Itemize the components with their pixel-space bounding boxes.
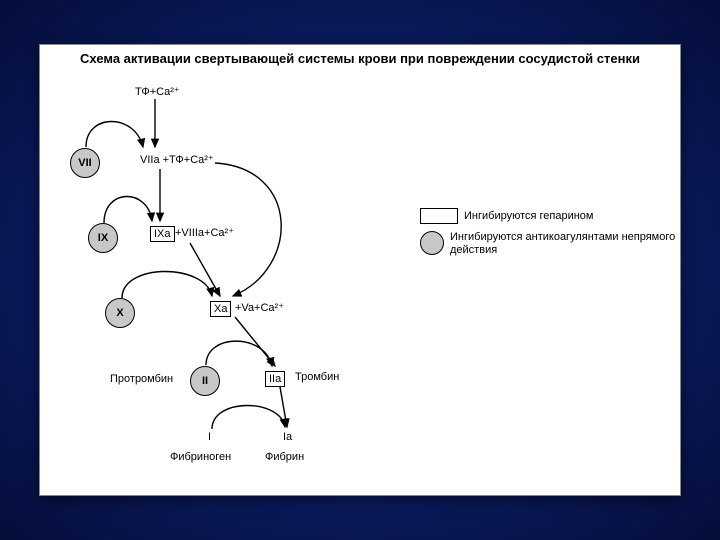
edge-ii-iia	[206, 341, 272, 366]
legend-circle-swatch	[420, 231, 444, 255]
edge-ixa-xa	[190, 243, 220, 296]
legend-anticoag-label: Ингибируются антикоагулянтами непрямого …	[450, 231, 680, 257]
node-i_lbl: I	[208, 431, 211, 443]
edge-x-xa	[122, 271, 212, 298]
node-viia: VIIa +ТФ+Ca²⁺	[140, 153, 214, 166]
node-vii: VII	[70, 148, 100, 178]
node-iia_box: IIa	[265, 371, 285, 387]
edge-xa-iia	[235, 317, 275, 366]
node-ixa_tail: +VIIIa+Ca²⁺	[175, 226, 234, 239]
node-proth_lbl: Протромбин	[110, 373, 173, 385]
edge-ix-ixa	[104, 196, 152, 223]
node-ia_lbl: Ia	[283, 431, 292, 443]
edge-i-ia	[212, 405, 285, 429]
node-xa_box: Xa	[210, 301, 231, 317]
node-ii: II	[190, 366, 220, 396]
diagram-title: Схема активации свертывающей системы кро…	[40, 51, 680, 66]
legend-heparin: Ингибируются гепарином	[420, 208, 594, 224]
node-thromb_lbl: Тромбин	[295, 371, 339, 383]
legend-heparin-label: Ингибируются гепарином	[464, 210, 594, 222]
legend-box-swatch	[420, 208, 458, 224]
edge-vii-viia	[86, 122, 143, 148]
diagram-slide: Схема активации свертывающей системы кро…	[39, 44, 681, 496]
edges-layer	[40, 73, 680, 495]
legend-anticoag: Ингибируются антикоагулянтами непрямого …	[420, 231, 680, 257]
node-ixa_box: IXa	[150, 226, 175, 242]
node-xa_tail: +Va+Ca²⁺	[235, 301, 284, 314]
node-fibg_lbl: Фибриноген	[170, 451, 231, 463]
node-tf: ТФ+Ca²⁺	[135, 85, 180, 98]
diagram-canvas: ТФ+Ca²⁺VIIVIIa +ТФ+Ca²⁺IXIXa+VIIIa+Ca²⁺X…	[40, 73, 680, 495]
edge-iia-ia	[280, 387, 287, 427]
node-x: X	[105, 298, 135, 328]
node-ix: IX	[88, 223, 118, 253]
node-fib_lbl: Фибрин	[265, 451, 304, 463]
